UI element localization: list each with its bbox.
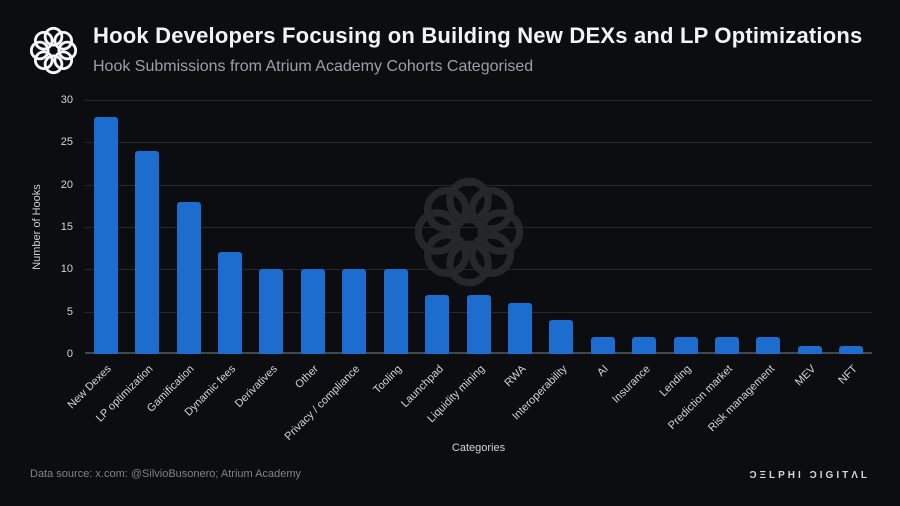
bar-liquidity-mining — [466, 294, 491, 354]
bar-slot-liquidity-mining: Liquidity mining — [425, 100, 499, 425]
bar-slot-dynamic-fees: Dynamic fees — [183, 100, 250, 419]
bar-tooling — [383, 269, 408, 354]
y-axis-title: Number of Hooks — [31, 184, 43, 270]
bar-slot-gamification: Gamification — [145, 100, 209, 415]
bar-lp-optimization — [135, 150, 160, 354]
gridline-y-30 — [85, 100, 872, 101]
bar-slot-privacy-compliance: Privacy / compliance — [283, 100, 375, 443]
delphi-knot-icon — [29, 26, 78, 75]
y-tick-label-20: 20 — [60, 178, 73, 191]
bar-slot-tooling: Tooling — [371, 100, 416, 396]
bar-interoperability — [549, 320, 574, 354]
bar-slot-launchpad: Launchpad — [399, 100, 457, 410]
bar-slot-mev: MEV — [789, 100, 830, 388]
bars-layer: New Dexes LP optimization Gamification Dyna… — [66, 100, 872, 443]
bar-slot-insurance: Insurance — [610, 100, 664, 406]
bar-slot-new-dexes: New Dexes — [66, 100, 126, 411]
bar-insurance — [632, 337, 657, 354]
bar-mev — [797, 345, 822, 354]
bar-slot-derivatives: Derivatives — [233, 100, 292, 410]
delphi-digital-wordmark: ƆΞLPHI ƆIGITΛL — [749, 470, 870, 481]
bar-rwa — [507, 303, 532, 354]
y-tick-label-15: 15 — [60, 221, 73, 233]
bar-new-dexes — [93, 116, 118, 354]
bar-slot-risk-management: Risk management — [706, 100, 789, 434]
bar-slot-rwa: RWA — [499, 100, 540, 389]
page-title: Hook Developers Focusing on Building New… — [93, 23, 863, 48]
x-tick-label-privacy-compliance: Privacy / compliance — [282, 363, 363, 443]
gridline-y-25 — [85, 142, 872, 143]
y-tick-label-25: 25 — [60, 136, 73, 149]
plot-area: 0 5 10 15 20 25 30 New Dexes LP optimization Gam… — [61, 94, 872, 443]
bar-slot-nft: NFT — [831, 100, 872, 387]
page-subtitle: Hook Submissions from Atrium Academy Coh… — [93, 58, 534, 75]
x-tick-label-ai: AI — [595, 363, 612, 379]
x-tick-label-tooling: Tooling — [371, 363, 405, 397]
bar-prediction-market — [715, 337, 740, 354]
bar-slot-lending: Lending — [658, 100, 706, 399]
x-tick-label-lending: Lending — [657, 363, 695, 400]
bar-slot-interoperability: Interoperability — [510, 100, 582, 423]
x-tick-label-mev: MEV — [793, 363, 819, 389]
x-tick-label-nft: NFT — [836, 363, 860, 387]
bar-slot-lp-optimization: LP optimization — [94, 100, 167, 425]
x-tick-label-rwa: RWA — [502, 363, 529, 390]
bar-slot-prediction-market: Prediction market — [667, 100, 747, 432]
y-tick-label-10: 10 — [60, 263, 73, 276]
y-tick-label-5: 5 — [66, 305, 73, 318]
bar-ai — [590, 337, 615, 354]
bar-privacy-compliance — [342, 269, 367, 354]
data-source-note: Data source: x.com: @SilvioBusonero; Atr… — [30, 468, 301, 480]
bar-slot-other: Other — [292, 100, 333, 391]
bar-risk-management — [756, 337, 781, 354]
y-tick-label-0: 0 — [66, 348, 73, 360]
bar-other — [300, 269, 325, 354]
bar-derivatives — [259, 269, 284, 354]
bar-launchpad — [425, 294, 450, 354]
bar-lending — [673, 337, 698, 354]
x-tick-label-insurance: Insurance — [610, 363, 653, 406]
y-tick-label-30: 30 — [60, 94, 73, 106]
bar-gamification — [176, 201, 201, 354]
x-tick-label-derivatives: Derivatives — [232, 363, 280, 410]
x-tick-label-other: Other — [293, 363, 322, 391]
x-axis-title: Categories — [451, 442, 506, 454]
bar-slot-ai: AI — [582, 100, 623, 379]
bar-nft — [839, 345, 864, 354]
bar-dynamic-fees — [217, 252, 242, 354]
